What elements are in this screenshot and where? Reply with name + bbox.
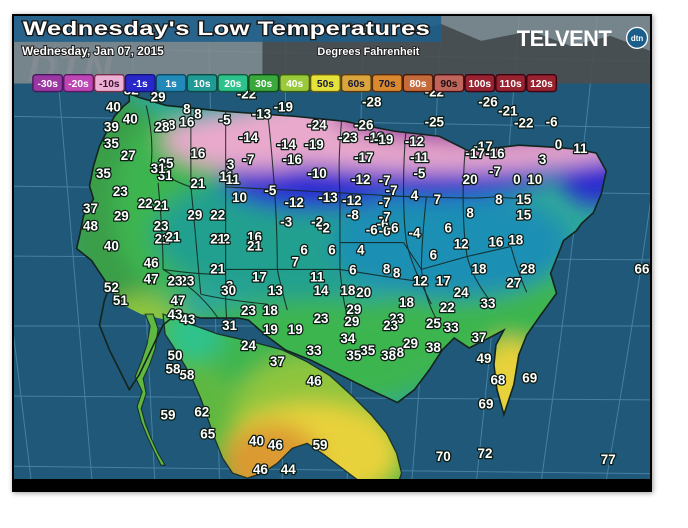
svg-text:Wednesday's Low Temperatures: Wednesday's Low Temperatures	[23, 18, 430, 40]
svg-text:-10s: -10s	[99, 79, 120, 90]
svg-text:-1s: -1s	[133, 79, 148, 90]
svg-text:10s: 10s	[193, 79, 210, 90]
svg-text:90s: 90s	[440, 79, 457, 90]
svg-text:1s: 1s	[165, 79, 177, 90]
svg-text:50s: 50s	[317, 79, 334, 90]
svg-text:dtn: dtn	[631, 34, 643, 43]
svg-text:80s: 80s	[410, 79, 427, 90]
svg-text:120s: 120s	[530, 79, 553, 90]
svg-text:110s: 110s	[500, 79, 522, 90]
svg-text:20s: 20s	[224, 79, 241, 90]
svg-text:TELVENT: TELVENT	[517, 26, 613, 51]
svg-text:40s: 40s	[286, 79, 303, 90]
svg-text:30s: 30s	[255, 79, 272, 90]
svg-text:70s: 70s	[379, 79, 396, 90]
svg-text:Degrees Fahrenheit: Degrees Fahrenheit	[317, 46, 419, 58]
svg-text:-30s: -30s	[37, 79, 58, 90]
svg-text:Wednesday, Jan 07, 2015: Wednesday, Jan 07, 2015	[22, 44, 164, 58]
svg-text:60s: 60s	[348, 79, 365, 90]
svg-text:100s: 100s	[468, 79, 491, 90]
svg-text:-20s: -20s	[68, 79, 89, 90]
